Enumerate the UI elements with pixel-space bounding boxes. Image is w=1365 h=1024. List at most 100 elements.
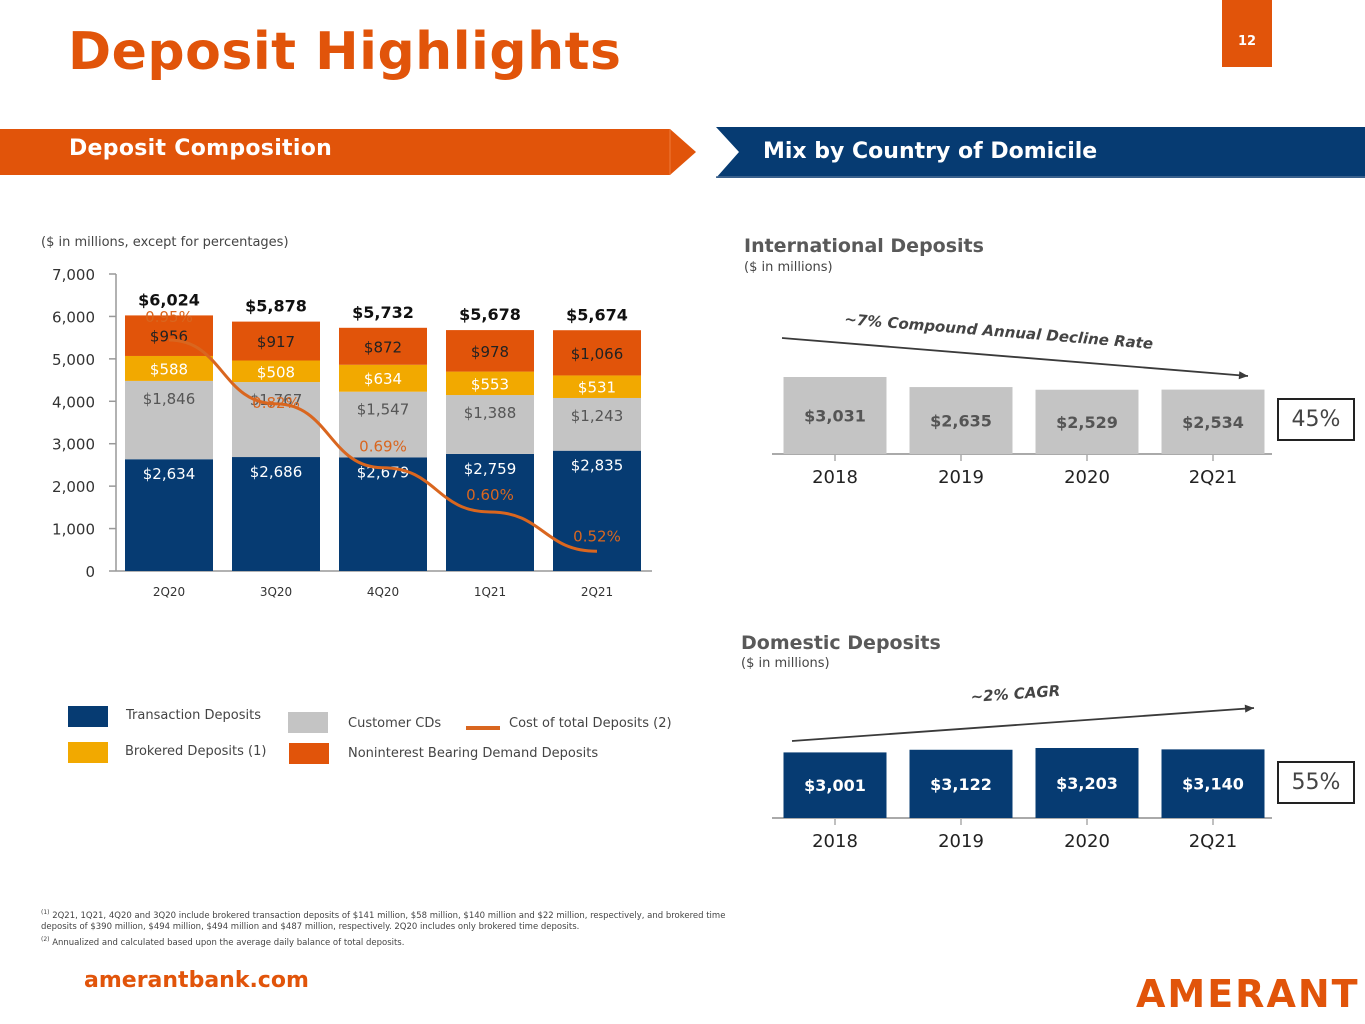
trend-arrow-head	[1238, 371, 1248, 380]
y-tick-label: 0	[85, 563, 95, 581]
footnotes: (1) 2Q21, 1Q21, 4Q20 and 3Q20 include br…	[41, 907, 761, 949]
bar-value-label: $531	[578, 379, 616, 397]
bar	[783, 752, 887, 818]
bar	[909, 387, 1013, 454]
legend-swatch-customer-cds	[288, 712, 328, 733]
x-tick-label: 2Q21	[1189, 467, 1238, 488]
deposit-composition-chart: 0 1,000 2,000 3,000 4,000 5,000 6,000 7,000 $2,6…	[52, 266, 652, 599]
bar-value-label: $872	[364, 338, 402, 356]
x-tick-label: 2019	[938, 831, 984, 852]
legend-label-brokered: Brokered Deposits (1)	[125, 744, 267, 759]
page-number-badge: 12	[1222, 0, 1272, 67]
legend-swatch-transaction	[68, 706, 108, 727]
international-share-box: 45%	[1277, 398, 1355, 441]
bar-value-label: $917	[257, 333, 295, 351]
bar	[1161, 389, 1265, 454]
y-tick-label: 6,000	[52, 308, 95, 326]
bar-value-label: $2,529	[1056, 413, 1118, 432]
legend-label-transaction: Transaction Deposits	[126, 708, 261, 723]
x-tick-label: 2019	[938, 467, 984, 488]
deposit-composition-header: Deposit Composition	[69, 136, 333, 161]
country-mix-header: Mix by Country of Domicile	[763, 139, 1098, 164]
bar-total-label: $5,678	[459, 305, 521, 324]
x-tick-label: 2018	[812, 467, 858, 488]
bar-value-label: $3,031	[804, 407, 866, 426]
bar-segment-noninterest-bearing-demand-deposits	[446, 330, 534, 372]
footnote-1: (1) 2Q21, 1Q21, 4Q20 and 3Q20 include br…	[41, 909, 726, 933]
cost-of-deposits-label: 0.60%	[466, 486, 514, 504]
bar	[783, 377, 887, 454]
bar-segment-noninterest-bearing-demand-deposits	[232, 321, 320, 361]
y-tick-label: 3,000	[52, 436, 95, 454]
international-title: International Deposits	[744, 235, 984, 257]
domestic-title: Domestic Deposits	[741, 632, 941, 654]
cost-of-deposits-label: 0.82%	[252, 394, 300, 412]
amerant-logo: AMERANT	[1136, 972, 1360, 1016]
bar-segment-noninterest-bearing-demand-deposits	[339, 327, 427, 365]
legend-label-noninterest: Noninterest Bearing Demand Deposits	[348, 746, 599, 761]
domestic-deposits-chart: $3,001 2018 $3,122 2019 $3,203 2020 $3,140 2Q21…	[772, 682, 1272, 852]
bar-value-label: $2,634	[143, 465, 196, 483]
international-units: ($ in millions)	[744, 260, 833, 275]
units-note: ($ in millions, except for percentages)	[41, 235, 289, 250]
bar-value-label: $3,001	[804, 776, 866, 795]
international-deposits-chart: $3,031 2018 $2,635 2019 $2,529 2020 $2,534 2Q21…	[772, 310, 1272, 488]
legend-swatch-noninterest	[289, 743, 329, 764]
y-tick-label: 2,000	[52, 478, 95, 496]
bar-segment-brokered-deposits	[446, 371, 534, 396]
bar-value-label: $1,846	[143, 390, 196, 408]
y-tick-label: 4,000	[52, 393, 95, 411]
bar-value-label: $2,759	[464, 460, 517, 478]
page-title: Deposit Highlights	[68, 22, 622, 82]
bar-segment-noninterest-bearing-demand-deposits	[553, 330, 641, 376]
bar-segment-customer-cds	[125, 380, 213, 460]
x-tick-label: 2Q21	[1189, 831, 1238, 852]
x-tick-label: 3Q20	[260, 585, 292, 599]
bar	[1035, 748, 1139, 818]
bar-value-label: $2,686	[250, 463, 303, 481]
bar-value-label: $588	[150, 360, 188, 378]
x-tick-label: 2020	[1064, 467, 1110, 488]
legend-line-cost	[466, 726, 500, 730]
bar-segment-brokered-deposits	[232, 360, 320, 383]
bar	[1035, 389, 1139, 454]
cost-of-deposits-line	[168, 338, 598, 553]
bar-total-label: $5,732	[352, 303, 414, 322]
bar-value-label: $2,635	[930, 412, 992, 431]
y-tick-label: 7,000	[52, 266, 95, 284]
bar-value-label: $508	[257, 363, 295, 381]
bar-value-label: $634	[364, 370, 402, 388]
bar-segment-transaction-deposits	[339, 457, 427, 571]
bar-value-label: $1,243	[571, 407, 624, 425]
domestic-units: ($ in millions)	[741, 656, 830, 671]
y-tick-label: 5,000	[52, 351, 95, 369]
bar-segment-transaction-deposits	[125, 459, 213, 571]
bar-value-label: $978	[471, 343, 509, 361]
y-tick-label: 1,000	[52, 521, 95, 539]
bar	[1161, 749, 1265, 818]
x-tick-label: 2018	[812, 831, 858, 852]
trend-arrow-head	[1244, 704, 1254, 713]
bar-segment-brokered-deposits	[125, 355, 213, 381]
trend-annotation: ~2% CAGR	[970, 682, 1061, 706]
website-link[interactable]: amerantbank.com	[84, 968, 309, 993]
cost-of-deposits-label: 0.52%	[573, 527, 621, 545]
bar-value-label: $3,122	[930, 775, 992, 794]
x-tick-label: 2Q21	[581, 585, 613, 599]
legend-label-customer-cds: Customer CDs	[348, 716, 442, 731]
bar-value-label: $1,547	[357, 401, 410, 419]
x-tick-label: 4Q20	[367, 585, 399, 599]
trend-arrow-line	[791, 707, 1255, 742]
domestic-share-box: 55%	[1277, 761, 1355, 804]
cost-of-deposits-label: 0.69%	[359, 438, 407, 456]
country-mix-banner	[716, 127, 1365, 178]
x-tick-label: 2Q20	[153, 585, 185, 599]
trend-arrow-line	[781, 337, 1249, 377]
bar-value-label: $553	[471, 375, 509, 393]
deposit-composition-banner	[0, 129, 696, 175]
cost-of-deposits-label: 0.95%	[145, 308, 193, 326]
x-tick-label: 2020	[1064, 831, 1110, 852]
bar-segment-brokered-deposits	[339, 364, 427, 392]
bar-total-label: $5,674	[566, 305, 628, 324]
legend-label-cost: Cost of total Deposits (2)	[509, 716, 672, 731]
